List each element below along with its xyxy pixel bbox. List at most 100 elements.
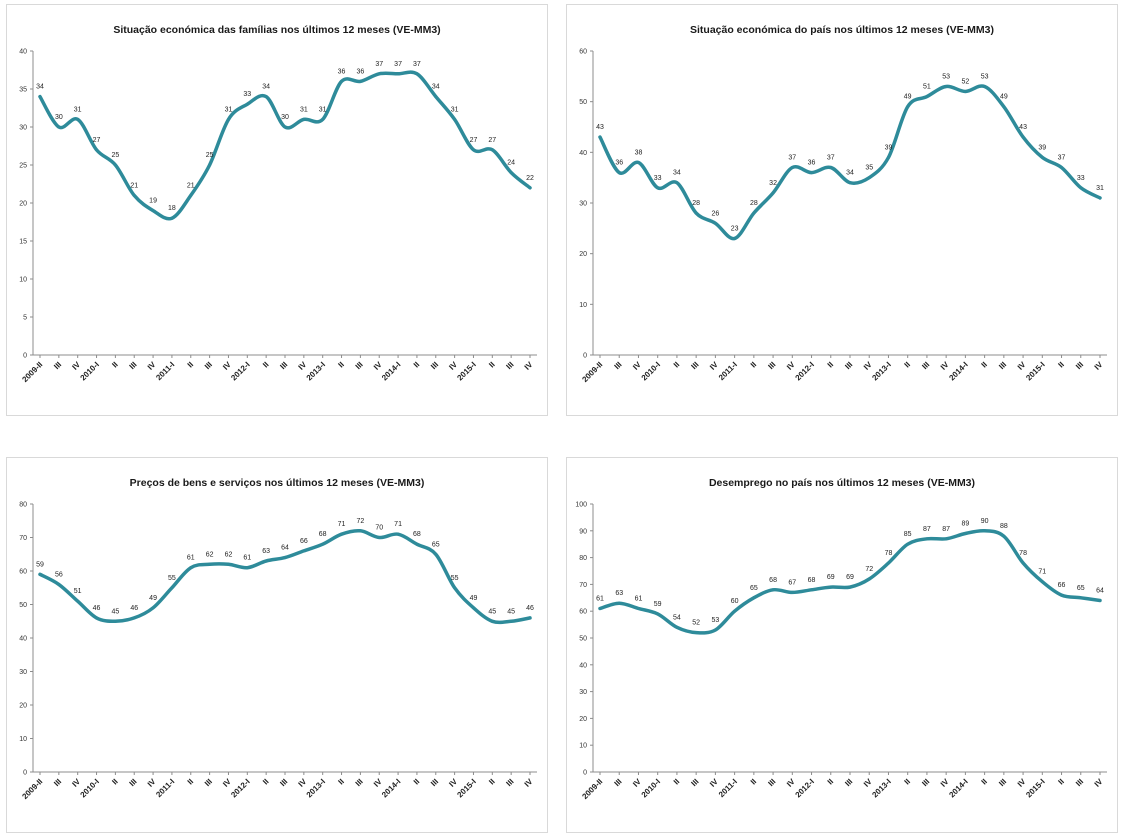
- x-tick-label: IV: [297, 777, 309, 789]
- x-tick-label: III: [354, 777, 365, 788]
- data-label: 54: [673, 614, 681, 621]
- data-label: 38: [635, 149, 643, 156]
- data-label: 64: [1096, 587, 1104, 594]
- data-point: [490, 619, 494, 623]
- data-point: [675, 181, 679, 185]
- chart-precos: Preços de bens e serviços nos últimos 12…: [6, 457, 548, 833]
- data-point: [598, 135, 602, 139]
- x-tick-label: 2011-I: [154, 360, 176, 382]
- data-label: 53: [981, 73, 989, 80]
- data-point: [848, 181, 852, 185]
- data-label: 65: [432, 541, 440, 548]
- data-label: 64: [281, 545, 289, 552]
- data-point: [189, 193, 193, 197]
- data-label: 37: [788, 155, 796, 162]
- y-tick-label: 40: [579, 150, 587, 157]
- y-tick-label: 90: [579, 528, 587, 535]
- data-point: [829, 166, 833, 170]
- x-tick-label: II: [412, 360, 422, 370]
- data-point: [226, 562, 230, 566]
- data-label: 87: [923, 526, 931, 533]
- x-tick-label: 2013-I: [305, 360, 327, 382]
- data-label: 62: [225, 551, 233, 558]
- data-point: [321, 117, 325, 121]
- x-tick-label: III: [1074, 777, 1085, 788]
- x-tick-label: III: [429, 360, 440, 371]
- data-point: [1002, 105, 1006, 109]
- data-label: 90: [981, 518, 989, 525]
- x-tick-label: 2011-I: [717, 777, 739, 799]
- y-tick-label: 10: [579, 743, 587, 750]
- data-label: 31: [451, 106, 459, 113]
- data-label: 85: [904, 531, 912, 538]
- data-point: [377, 72, 381, 76]
- x-tick-label: III: [504, 777, 515, 788]
- data-label: 68: [769, 577, 777, 584]
- x-tick-label: 2014-I: [380, 777, 402, 799]
- data-point: [396, 532, 400, 536]
- data-point: [636, 160, 640, 164]
- x-tick-label: IV: [447, 360, 459, 372]
- data-label: 45: [111, 608, 119, 615]
- x-tick-label: IV: [70, 360, 82, 372]
- data-label: 62: [206, 551, 214, 558]
- data-label: 30: [281, 114, 289, 121]
- data-label: 69: [846, 574, 854, 581]
- x-tick-label: II: [261, 360, 271, 370]
- data-label: 19: [149, 198, 157, 205]
- data-point: [790, 590, 794, 594]
- x-tick-label: III: [278, 777, 289, 788]
- data-label: 24: [507, 160, 515, 167]
- data-label: 63: [615, 590, 623, 597]
- x-tick-label: IV: [862, 360, 874, 372]
- x-tick-label: II: [412, 777, 422, 787]
- x-tick-label: 2015-I: [1024, 777, 1046, 799]
- data-point: [358, 529, 362, 533]
- data-point: [733, 609, 737, 613]
- data-point: [1098, 598, 1102, 602]
- data-label: 31: [300, 106, 308, 113]
- x-tick-label: III: [52, 777, 63, 788]
- data-label: 45: [488, 608, 496, 615]
- x-tick-label: 2013-I: [870, 360, 892, 382]
- x-tick-label: III: [203, 360, 214, 371]
- x-tick-label: 2009-II: [580, 777, 604, 801]
- x-tick-label: II: [336, 360, 346, 370]
- x-tick-label: IV: [523, 360, 535, 372]
- x-tick-label: II: [826, 777, 836, 787]
- data-label: 21: [130, 182, 138, 189]
- data-point: [848, 585, 852, 589]
- x-tick-label: II: [826, 360, 836, 370]
- x-tick-label: II: [336, 777, 346, 787]
- y-tick-label: 30: [579, 201, 587, 208]
- data-label: 61: [596, 596, 604, 603]
- data-point: [1079, 596, 1083, 600]
- data-point: [377, 536, 381, 539]
- data-point: [453, 586, 457, 590]
- data-point: [944, 537, 948, 541]
- data-point: [283, 556, 287, 560]
- data-point: [771, 191, 775, 195]
- data-point: [76, 599, 80, 603]
- y-tick-label: 50: [579, 99, 587, 106]
- data-label: 27: [470, 137, 478, 144]
- x-tick-label: III: [997, 777, 1008, 788]
- data-point: [95, 616, 99, 620]
- data-point: [925, 537, 929, 541]
- x-tick-label: II: [980, 777, 990, 787]
- data-point: [886, 561, 890, 565]
- x-tick-label: 2011-I: [717, 360, 739, 382]
- data-label: 56: [55, 571, 63, 578]
- data-label: 37: [827, 155, 835, 162]
- y-tick-label: 60: [579, 49, 587, 56]
- data-point: [415, 542, 419, 546]
- y-tick-label: 30: [19, 125, 27, 132]
- data-point: [170, 216, 174, 220]
- y-tick-label: 20: [579, 251, 587, 258]
- x-tick-label: II: [1056, 777, 1066, 787]
- data-label: 72: [356, 518, 364, 525]
- x-tick-label: 2009-II: [20, 360, 44, 384]
- x-tick-label: II: [186, 360, 196, 370]
- data-label: 45: [507, 608, 515, 615]
- data-label: 71: [1038, 569, 1046, 576]
